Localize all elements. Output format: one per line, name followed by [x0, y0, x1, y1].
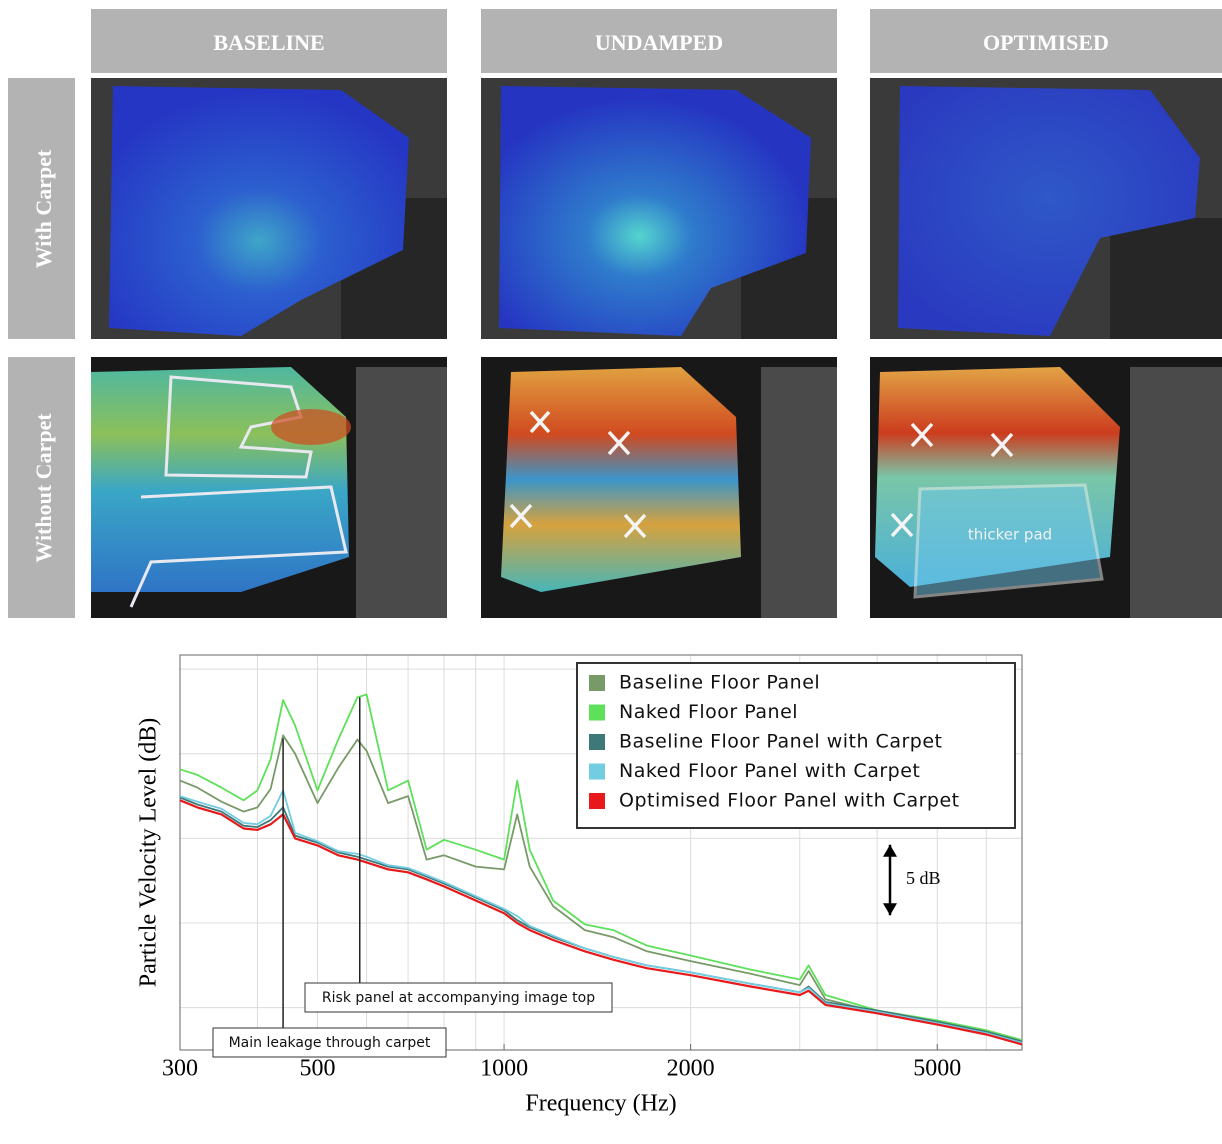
x-tick-label: 5000: [913, 1056, 961, 1082]
figure: BASELINE UNDAMPED OPTIMISED With Carpet …: [0, 0, 1222, 1144]
scale-bar-label: 5 dB: [906, 868, 941, 888]
chart: 300 500 1000 2000 5000 Frequency (Hz) Particle…: [136, 655, 1023, 1117]
legend-swatch: [589, 675, 605, 691]
photo: [91, 78, 447, 339]
legend-swatch: [589, 734, 605, 750]
legend-label: Naked Floor Panel: [619, 701, 798, 723]
image-annotation: thicker pad: [968, 526, 1052, 544]
legend-swatch: [589, 793, 605, 809]
legend-label: Baseline Floor Panel with Carpet: [619, 731, 942, 753]
column-title: OPTIMISED: [983, 30, 1109, 55]
legend-label: Optimised Floor Panel with Carpet: [619, 790, 960, 812]
legend-label: Naked Floor Panel with Carpet: [619, 760, 920, 782]
photo: thicker pad: [870, 357, 1222, 618]
column-title: BASELINE: [213, 30, 324, 55]
photo: [481, 357, 837, 618]
x-axis-label: Frequency (Hz): [525, 1091, 676, 1117]
annotation-text: Risk panel at accompanying image top: [322, 990, 595, 1006]
photo: [91, 357, 447, 618]
row-title: With Carpet: [31, 149, 56, 268]
panel-grid: BASELINE UNDAMPED OPTIMISED With Carpet …: [8, 9, 1222, 618]
photo: [481, 78, 837, 339]
x-tick-label: 300: [162, 1056, 198, 1082]
annotation-text: Main leakage through carpet: [229, 1035, 431, 1051]
legend-label: Baseline Floor Panel: [619, 672, 820, 694]
x-tick-label: 1000: [480, 1056, 528, 1082]
row-title: Without Carpet: [31, 413, 56, 563]
column-title: UNDAMPED: [595, 30, 723, 55]
y-axis-label: Particle Velocity Level (dB): [136, 718, 162, 987]
legend-swatch: [589, 764, 605, 780]
x-tick-label: 2000: [667, 1056, 715, 1082]
legend-swatch: [589, 705, 605, 721]
x-tick-label: 500: [299, 1056, 335, 1082]
photo: [870, 78, 1222, 339]
